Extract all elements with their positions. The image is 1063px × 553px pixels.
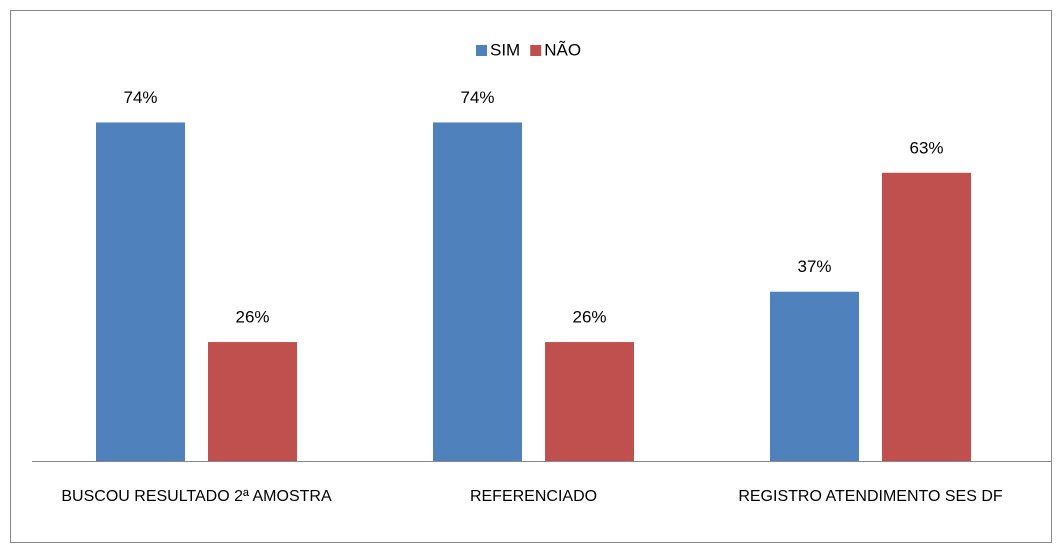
legend-swatch (530, 45, 542, 56)
bar (96, 122, 185, 461)
x-tick-label: REFERENCIADO (469, 488, 598, 505)
legend-label: NÃO (544, 40, 581, 59)
bar (882, 172, 971, 461)
data-label: 74% (123, 88, 157, 107)
data-label: 26% (572, 308, 606, 327)
x-tick-label: REGISTRO ATENDIMENTO SES DF (738, 488, 1003, 505)
data-label: 74% (460, 88, 494, 107)
legend-label: SIM (490, 40, 520, 59)
bar (433, 122, 522, 461)
data-label: 26% (235, 308, 269, 327)
bar (208, 342, 297, 461)
legend-swatch (476, 45, 487, 56)
x-tick-label: BUSCOU RESULTADO 2ª AMOSTRA (61, 488, 332, 505)
bar (770, 291, 859, 461)
bar (545, 342, 634, 461)
data-label: 63% (909, 138, 943, 157)
data-label: 37% (797, 257, 831, 276)
